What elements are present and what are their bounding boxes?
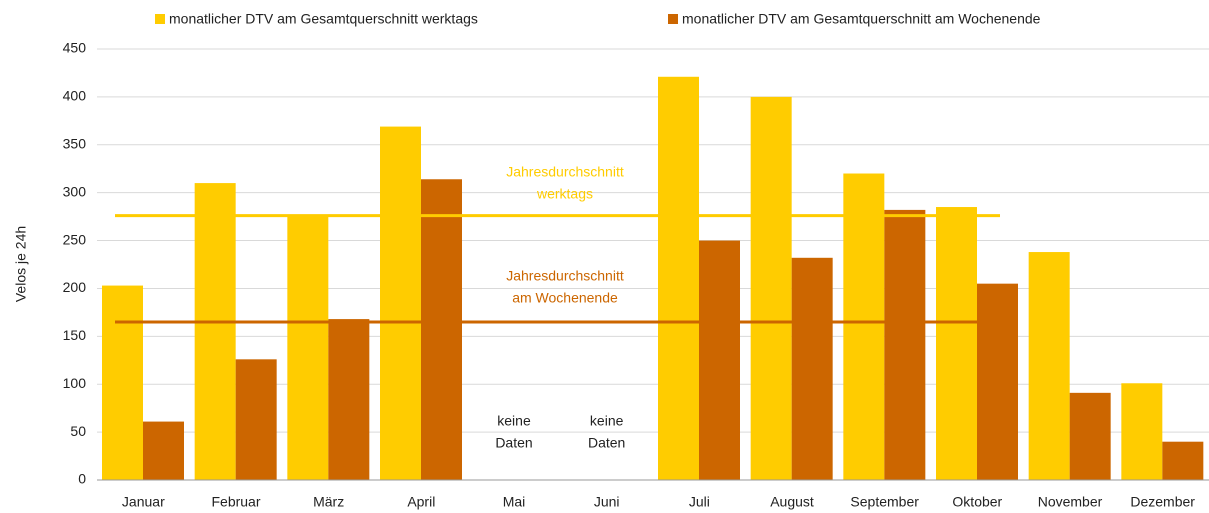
bar (658, 76, 699, 480)
y-tick-label: 100 (63, 375, 87, 391)
bar (194, 183, 236, 481)
bar (977, 283, 1018, 480)
x-tick-label: Januar (122, 494, 165, 510)
x-tick-label: April (407, 494, 435, 510)
reference-label: am Wochenende (512, 290, 618, 306)
bar (699, 240, 740, 480)
y-tick-label: 400 (63, 88, 87, 104)
bar (1069, 392, 1111, 480)
y-tick-label: 150 (63, 327, 87, 343)
y-tick-label: 0 (78, 471, 86, 487)
y-tick-label: 350 (63, 135, 87, 151)
y-tick-label: 450 (63, 40, 87, 56)
legend-swatch (668, 14, 678, 24)
reference-label: Jahresdurchschnitt (506, 268, 624, 284)
bar (328, 319, 370, 480)
bar (287, 215, 329, 481)
x-tick-label: August (770, 494, 814, 510)
note: Daten (588, 435, 625, 451)
bar (1162, 441, 1204, 480)
bar (791, 257, 833, 480)
bar (143, 421, 184, 480)
reference-label: werktags (536, 185, 593, 201)
x-tick-label: Februar (211, 494, 260, 510)
note: keine (497, 413, 531, 429)
y-axis-label: Velos je 24h (13, 226, 29, 302)
x-tick-label: Mai (503, 494, 526, 510)
bar (380, 126, 421, 480)
x-tick-label: September (850, 494, 919, 510)
bar (843, 173, 885, 480)
x-tick-label: Dezember (1130, 494, 1195, 510)
bar (102, 285, 143, 480)
y-tick-label: 200 (63, 279, 87, 295)
y-tick-label: 300 (63, 183, 87, 199)
y-tick-label: 50 (70, 423, 86, 439)
bar (936, 207, 977, 481)
bar (750, 96, 792, 480)
bar (1028, 252, 1070, 480)
y-tick-label: 250 (63, 231, 87, 247)
x-tick-label: Oktober (952, 494, 1002, 510)
legend-label: monatlicher DTV am Gesamtquerschnitt wer… (169, 11, 478, 27)
bar (884, 209, 926, 480)
note: Daten (495, 435, 532, 451)
note: keine (590, 413, 624, 429)
legend-label: monatlicher DTV am Gesamtquerschnitt am … (682, 11, 1041, 27)
legend-swatch (155, 14, 165, 24)
x-tick-label: März (313, 494, 344, 510)
x-tick-label: November (1038, 494, 1103, 510)
reference-label: Jahresdurchschnitt (506, 163, 624, 179)
x-tick-label: Juli (689, 494, 710, 510)
bar (1121, 383, 1163, 480)
bar (235, 359, 277, 480)
x-tick-label: Juni (594, 494, 620, 510)
bar (421, 179, 462, 480)
